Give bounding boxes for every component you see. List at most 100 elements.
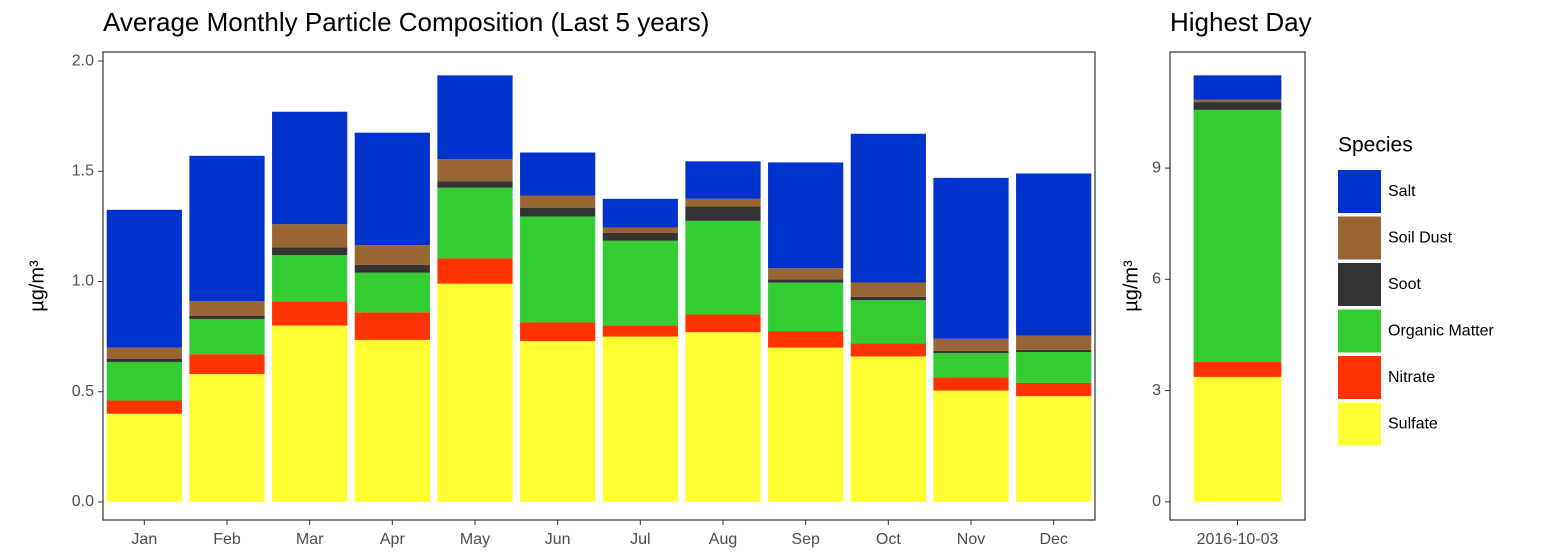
bar-segment: [354, 132, 430, 246]
bar-segment: [272, 224, 348, 248]
legend-title: Species: [1338, 134, 1413, 157]
panel-border: [102, 51, 1096, 521]
bar-segment: [272, 301, 348, 326]
chart-title: Highest Day: [1170, 7, 1312, 37]
bar-segment: [189, 354, 265, 375]
bar-segment: [520, 152, 596, 196]
bar-segment: [850, 356, 926, 502]
bar-segment: [354, 312, 430, 340]
bar-segment: [685, 314, 761, 333]
bar-segment: [1016, 335, 1092, 350]
y-tick-label: 1.5: [72, 162, 94, 179]
x-tick-label: Sep: [791, 531, 820, 548]
bar-segment: [933, 377, 1009, 391]
y-axis-label: µg/m³: [26, 260, 48, 312]
bar-segment: [850, 343, 926, 357]
bar-segment: [437, 187, 513, 259]
bar-segment: [850, 133, 926, 283]
bar-segment: [933, 177, 1009, 339]
y-tick-label: 3: [1152, 382, 1161, 399]
bar-segment: [106, 209, 182, 348]
y-tick-label: 0.0: [72, 493, 94, 510]
bar-segment: [685, 220, 761, 315]
bar-segment: [602, 198, 678, 228]
legend-key: [1338, 170, 1381, 213]
bar-segment: [106, 400, 182, 414]
bar-segment: [189, 315, 265, 319]
bar-segment: [850, 300, 926, 344]
legend-label: Sulfate: [1388, 416, 1438, 433]
bar-segment: [189, 318, 265, 355]
bar-segment: [768, 162, 844, 269]
bar-segment: [437, 159, 513, 182]
bar-segment: [189, 374, 265, 502]
bar-segment: [1016, 396, 1092, 502]
bar-segment: [1193, 75, 1282, 100]
x-tick-label: Jul: [630, 531, 650, 548]
bar-segment: [106, 413, 182, 502]
bar-segment: [106, 361, 182, 401]
y-tick-label: 6: [1152, 271, 1161, 288]
bar-segment: [685, 198, 761, 207]
bar-segment: [602, 336, 678, 502]
x-tick-label: May: [460, 531, 490, 548]
bar-segment: [1193, 102, 1282, 110]
legend-label: Soil Dust: [1388, 230, 1453, 247]
bar-segment: [933, 353, 1009, 378]
bar-segment: [354, 339, 430, 502]
bar-segment: [602, 240, 678, 326]
bar-segment: [354, 264, 430, 273]
legend-key: [1338, 263, 1381, 306]
bar-segment: [602, 227, 678, 233]
x-tick-label: Feb: [213, 531, 241, 548]
bar-segment: [520, 341, 596, 502]
bar-segment: [685, 161, 761, 199]
bar-segment: [933, 350, 1009, 354]
legend-key: [1338, 216, 1381, 260]
bar-segment: [768, 347, 844, 502]
y-tick-label: 0.5: [72, 383, 94, 400]
x-tick-label: Jan: [131, 531, 157, 548]
y-tick-label: 9: [1152, 159, 1161, 176]
x-tick-label: 2016-10-03: [1197, 531, 1279, 548]
legend-key: [1338, 309, 1381, 353]
legend-key: [1338, 356, 1381, 399]
bar-segment: [354, 272, 430, 313]
bar-segment: [1016, 352, 1092, 383]
bar-segment: [189, 301, 265, 316]
bar-segment: [850, 282, 926, 297]
legend-label: Salt: [1388, 183, 1416, 200]
bar-segment: [272, 255, 348, 302]
y-axis-label: µg/m³: [1120, 260, 1142, 312]
legend-label: Nitrate: [1388, 369, 1435, 386]
x-tick-label: Dec: [1039, 531, 1067, 548]
bar-segment: [850, 296, 926, 301]
bar-segment: [768, 268, 844, 280]
bar-segment: [768, 282, 844, 332]
bar-segment: [354, 245, 430, 265]
y-tick-label: 2.0: [72, 52, 94, 69]
bar-segment: [437, 283, 513, 502]
bar-segment: [933, 390, 1009, 502]
bar-segment: [685, 332, 761, 502]
bar-segment: [768, 331, 844, 348]
x-tick-label: Aug: [709, 531, 737, 548]
legend-label: Soot: [1388, 276, 1421, 293]
bar-segment: [1016, 382, 1092, 397]
bar-segment: [106, 347, 182, 359]
bar-segment: [1193, 362, 1282, 377]
bar-segment: [272, 325, 348, 502]
bar-segment: [520, 195, 596, 208]
bar-segment: [768, 279, 844, 283]
chart-title: Average Monthly Particle Composition (La…: [103, 7, 709, 37]
bar-segment: [189, 155, 265, 302]
bar-segment: [602, 325, 678, 337]
bar-segment: [106, 358, 182, 362]
bar-segment: [272, 111, 348, 225]
bar-segment: [520, 207, 596, 217]
bar-segment: [437, 75, 513, 160]
bar-segment: [437, 181, 513, 188]
x-tick-label: Apr: [380, 531, 406, 548]
bar-segment: [520, 216, 596, 323]
